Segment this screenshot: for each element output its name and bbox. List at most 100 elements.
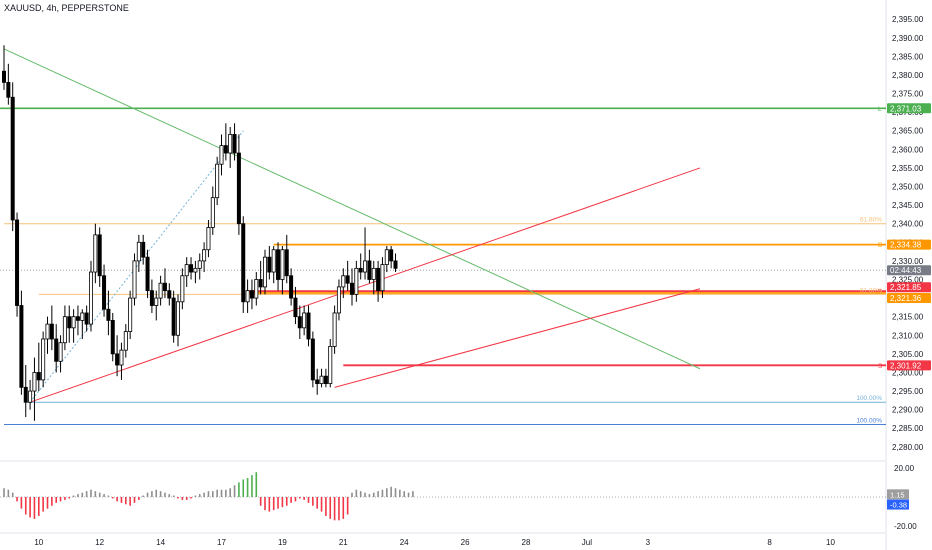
- candle: [206, 219, 211, 258]
- candle-body: [267, 256, 272, 273]
- candle-body: [158, 282, 163, 299]
- candle-body: [149, 290, 154, 306]
- candle: [136, 234, 141, 273]
- candle-body: [245, 290, 250, 303]
- time-tick-label: 24: [400, 538, 409, 547]
- candle-body: [371, 267, 376, 280]
- red-level-lower-marker: S: [878, 363, 883, 370]
- candle-body: [223, 145, 228, 154]
- price-label: 2,301.92: [890, 361, 922, 370]
- candle: [393, 253, 398, 273]
- candle: [389, 246, 394, 269]
- candle-body: [97, 234, 102, 277]
- candle-body: [258, 279, 263, 288]
- candle: [223, 123, 228, 161]
- candle-body: [36, 372, 41, 381]
- candle: [189, 257, 194, 280]
- candle-body: [49, 323, 54, 340]
- candle: [380, 257, 385, 299]
- candle: [193, 260, 198, 284]
- candle-body: [71, 316, 76, 329]
- oscillator-readout: 1.15: [890, 490, 905, 499]
- candle: [323, 368, 328, 388]
- candle: [115, 335, 120, 377]
- candle: [249, 279, 254, 310]
- candle-body: [367, 260, 372, 280]
- candle: [180, 268, 185, 310]
- price-tick-label: 2,305.00: [892, 350, 924, 359]
- candle: [84, 305, 89, 332]
- candle: [123, 324, 128, 358]
- time-axis: 10 12 14 17 19 21 24 26 28 Jul 3 8 10: [34, 538, 835, 547]
- candle-body: [93, 234, 98, 273]
- candle-body: [262, 256, 267, 288]
- candle: [132, 253, 137, 306]
- candle-body: [119, 349, 124, 366]
- candle: [384, 246, 389, 273]
- time-tick-label: 19: [278, 538, 287, 547]
- candle: [15, 212, 20, 317]
- candle: [154, 290, 159, 321]
- price-tick-label: 2,310.00: [892, 331, 924, 340]
- price-label-bg: [887, 103, 931, 114]
- candle: [293, 286, 298, 325]
- price-tick-label: 2,295.00: [892, 387, 924, 396]
- price-tick-label: 2,355.00: [892, 164, 924, 173]
- candle: [41, 331, 46, 388]
- candle: [141, 234, 146, 265]
- candle-body: [58, 342, 63, 362]
- candle: [175, 294, 180, 347]
- candle: [284, 234, 289, 284]
- candle-body: [289, 275, 294, 299]
- candle: [341, 268, 346, 299]
- candle: [49, 305, 54, 351]
- red-trendline-lower: [334, 288, 701, 388]
- time-tick-label: 17: [217, 538, 226, 547]
- candle: [6, 63, 11, 105]
- candle-body: [62, 316, 67, 344]
- candle: [184, 257, 189, 287]
- price-tick-label: 2,360.00: [892, 145, 924, 154]
- candle-body: [210, 197, 215, 228]
- oscillator-tick-label: 20.00: [894, 464, 915, 473]
- candle-body: [254, 279, 259, 299]
- candle: [167, 283, 172, 306]
- candle-body: [128, 297, 133, 332]
- candle-body: [89, 271, 94, 325]
- candle-body: [28, 390, 33, 403]
- candle-body: [323, 375, 328, 385]
- candle-body: [123, 331, 128, 351]
- candle-body: [2, 70, 7, 83]
- time-tick-label: Jul: [582, 538, 592, 547]
- candle-body: [293, 297, 298, 318]
- time-tick-label: 21: [339, 538, 348, 547]
- fib-dotted-line: [29, 130, 244, 403]
- candle-body: [310, 338, 315, 381]
- candle: [197, 253, 202, 280]
- candle: [2, 45, 7, 90]
- candle-body: [154, 297, 159, 306]
- candle-body: [206, 227, 211, 251]
- candle-body: [167, 290, 172, 299]
- candle: [80, 309, 85, 339]
- candle-body: [193, 267, 198, 273]
- price-tick-label: 2,290.00: [892, 406, 924, 415]
- candle-body: [171, 297, 176, 336]
- candle-body: [319, 375, 324, 385]
- candle: [45, 316, 50, 354]
- candle-body: [276, 249, 281, 280]
- candle: [245, 279, 250, 313]
- candle-body: [80, 312, 85, 321]
- candle: [28, 379, 33, 410]
- trendlines-layer: [3, 48, 701, 403]
- candle-body: [284, 249, 289, 277]
- candle-body: [219, 145, 224, 165]
- candle-body: [15, 219, 20, 306]
- candle-body: [23, 386, 28, 403]
- time-tick-label: 10: [826, 538, 835, 547]
- candle: [119, 342, 124, 380]
- candle: [258, 260, 263, 295]
- candle: [23, 365, 28, 418]
- candle: [297, 305, 302, 339]
